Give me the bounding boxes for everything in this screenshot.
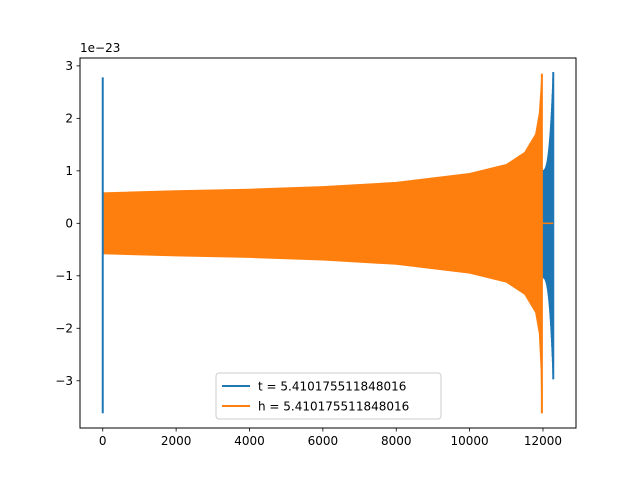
y-tick-label: 3 bbox=[65, 59, 73, 73]
x-axis: 0 2000 4000 6000 8000 10000 12000 bbox=[99, 428, 562, 448]
legend-label: t = 5.410175511848016 bbox=[258, 380, 406, 394]
x-tick-label: 12000 bbox=[524, 434, 562, 448]
y-offset-label: 1e−23 bbox=[80, 41, 120, 55]
x-tick-label: 6000 bbox=[308, 434, 339, 448]
legend-box bbox=[215, 372, 442, 420]
y-axis: −3 −2 −1 0 1 2 3 bbox=[55, 59, 80, 388]
x-tick-label: 10000 bbox=[451, 434, 489, 448]
x-tick-label: 0 bbox=[99, 434, 107, 448]
legend: t = 5.410175511848016 h = 5.4101755118480… bbox=[215, 372, 442, 420]
y-tick-label: 1 bbox=[65, 164, 73, 178]
x-tick-label: 4000 bbox=[234, 434, 265, 448]
x-tick-label: 2000 bbox=[161, 434, 192, 448]
y-tick-label: −3 bbox=[55, 374, 73, 388]
axes-frame bbox=[79, 57, 577, 429]
plot-content bbox=[101, 72, 555, 414]
y-tick-label: 2 bbox=[65, 111, 73, 125]
x-tick-label: 8000 bbox=[381, 434, 412, 448]
y-tick-label: −2 bbox=[55, 321, 73, 335]
y-tick-label: −1 bbox=[55, 269, 73, 283]
legend-label: h = 5.410175511848016 bbox=[258, 400, 409, 414]
y-tick-label: 0 bbox=[65, 216, 73, 230]
